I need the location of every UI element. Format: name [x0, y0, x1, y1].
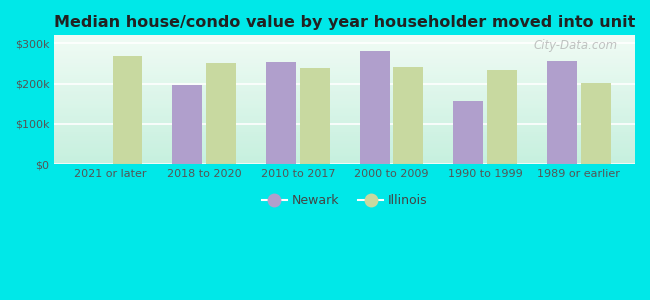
Bar [547, 61, 577, 164]
Title: Median house/condo value by year householder moved into unit: Median house/condo value by year househo… [54, 15, 636, 30]
Bar [580, 83, 610, 164]
Bar [487, 70, 517, 164]
Text: City-Data.com: City-Data.com [534, 39, 618, 52]
Bar [300, 68, 330, 164]
Bar [266, 62, 296, 164]
Legend: Newark, Illinois: Newark, Illinois [257, 189, 433, 212]
Bar [393, 67, 423, 164]
Bar [453, 100, 484, 164]
Bar [112, 56, 142, 164]
Bar [359, 51, 390, 164]
Bar [172, 85, 202, 164]
Bar [206, 63, 236, 164]
